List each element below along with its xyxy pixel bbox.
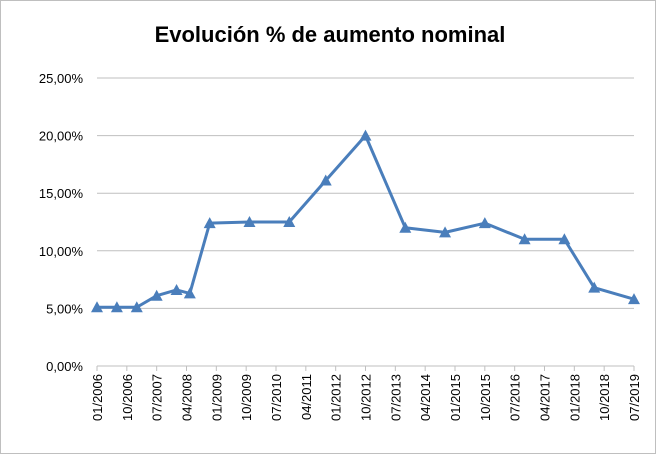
x-tick-label: 01/2006: [90, 374, 105, 421]
x-tick-label: 10/2015: [478, 374, 493, 421]
x-tick-label: 07/2010: [269, 374, 284, 421]
x-tick-label: 10/2012: [359, 374, 374, 421]
data-marker: [183, 287, 196, 299]
data-marker: [170, 283, 183, 295]
y-tick-label: 0,00%: [46, 359, 83, 374]
x-tick-label: 04/2008: [180, 374, 195, 421]
y-tick-label: 20,00%: [39, 129, 84, 144]
data-marker: [359, 129, 372, 141]
data-marker: [319, 174, 332, 186]
data-marker: [439, 226, 452, 238]
x-tick-label: 01/2012: [329, 374, 344, 421]
data-marker: [478, 217, 491, 229]
x-tick-label: 10/2009: [239, 374, 254, 421]
data-marker: [518, 233, 531, 245]
data-marker: [91, 301, 103, 313]
data-marker: [130, 301, 143, 313]
x-tick-label: 01/2015: [448, 374, 463, 421]
data-marker: [203, 217, 216, 229]
x-tick-label: 01/2018: [567, 374, 582, 421]
data-marker: [110, 301, 123, 313]
y-tick-label: 10,00%: [39, 244, 84, 259]
y-tick-label: 25,00%: [39, 71, 84, 86]
y-tick-label: 5,00%: [46, 301, 83, 316]
x-tick-label: 04/2014: [418, 374, 433, 421]
x-tick-label: 01/2009: [209, 374, 224, 421]
chart-title: Evolución % de aumento nominal: [155, 22, 506, 47]
data-marker: [628, 293, 640, 305]
x-tick-label: 04/2011: [299, 374, 314, 420]
x-tick-label: 04/2017: [538, 374, 553, 421]
x-tick-label: 07/2007: [150, 374, 165, 421]
x-tick-label: 10/2006: [120, 374, 135, 421]
x-tick-label: 10/2018: [597, 374, 612, 421]
data-marker: [243, 216, 256, 227]
x-tick-label: 07/2016: [508, 374, 523, 421]
data-marker: [588, 281, 601, 293]
data-marker: [558, 233, 571, 245]
data-marker: [399, 221, 412, 233]
x-tick-label: 07/2019: [627, 374, 642, 421]
data-marker: [283, 216, 296, 227]
x-tick-label: 07/2013: [388, 374, 403, 421]
y-tick-label: 15,00%: [39, 186, 84, 201]
data-marker: [150, 289, 163, 301]
